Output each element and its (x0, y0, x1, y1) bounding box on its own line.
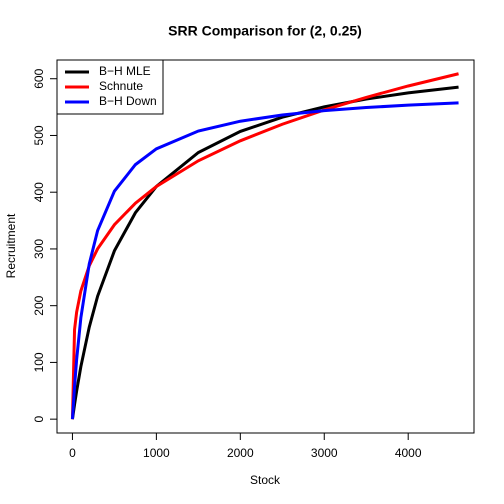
y-tick-label: 400 (32, 182, 46, 202)
x-tick-label: 0 (69, 446, 76, 460)
x-tick-label: 3000 (311, 446, 338, 460)
legend-label: Schnute (99, 79, 143, 93)
y-tick-label: 500 (32, 125, 46, 145)
y-tick-label: 600 (32, 68, 46, 88)
y-tick-label: 200 (32, 295, 46, 315)
x-axis-label: Stock (250, 473, 281, 487)
y-tick-label: 100 (32, 352, 46, 372)
series-line (70, 72, 459, 420)
legend-label: B−H MLE (99, 64, 151, 78)
series-line (70, 85, 459, 420)
x-tick-label: 4000 (395, 446, 422, 460)
y-tick-label: 300 (32, 239, 46, 259)
series-line (70, 101, 459, 420)
x-tick-label: 1000 (143, 446, 170, 460)
plot-box (56, 59, 475, 434)
legend-label: B−H Down (99, 94, 157, 108)
x-tick-label: 2000 (227, 446, 254, 460)
y-axis-label: Recruitment (4, 213, 18, 278)
y-tick-label: 0 (32, 415, 46, 422)
chart-title: SRR Comparison for (2, 0.25) (168, 23, 362, 39)
